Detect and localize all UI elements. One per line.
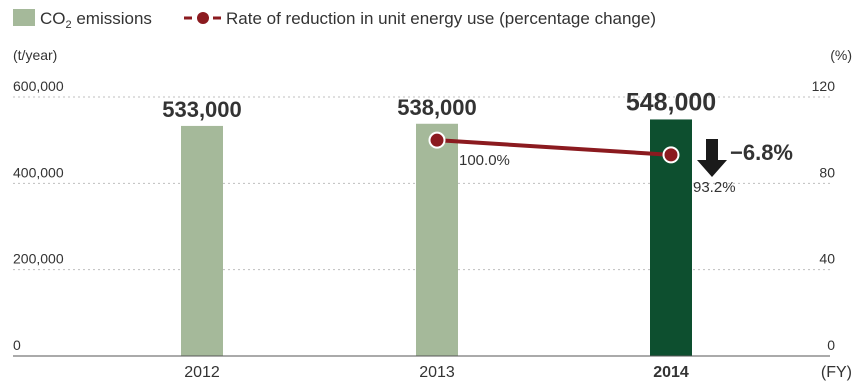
right-axis-unit: (%)	[830, 47, 852, 63]
line-point-label: 93.2%	[693, 179, 736, 196]
x-axis-ticks: 2012 2013 2014	[184, 364, 689, 381]
x-tick-label: 2013	[419, 364, 455, 381]
left-tick-label: 400,000	[13, 164, 64, 180]
left-axis-unit: (t/year)	[13, 47, 57, 63]
legend-bar-label: CO2 emissions	[40, 9, 152, 31]
right-tick-label: 80	[819, 164, 835, 180]
line-path	[436, 138, 672, 157]
left-tick-label: 600,000	[13, 78, 64, 94]
line-point	[662, 146, 680, 164]
left-tick-label: 0	[13, 337, 21, 353]
right-tick-label: 40	[819, 251, 835, 267]
left-tick-label: 200,000	[13, 251, 64, 267]
bar-value-label: 538,000	[397, 95, 477, 120]
gridlines: 0 200,000 400,000 600,000 0 40 80 120	[13, 78, 835, 353]
bar-2012	[181, 125, 223, 357]
legend-line-marker	[197, 12, 209, 24]
bar-series: 533,000 538,000 548,000	[162, 88, 716, 357]
x-axis-unit: (FY)	[821, 364, 852, 381]
right-tick-label: 0	[827, 337, 835, 353]
line-point-label: 100.0%	[459, 152, 510, 169]
bar-value-label: 533,000	[162, 97, 242, 122]
reduction-annotation: −6.8%	[697, 139, 793, 177]
bar-value-label: 548,000	[626, 88, 716, 116]
change-label: −6.8%	[730, 140, 793, 165]
legend: CO2 emissions Rate of reduction in unit …	[13, 9, 656, 31]
x-tick-label: 2014	[653, 364, 689, 381]
line-series: 100.0% 93.2%	[428, 131, 736, 196]
down-arrow-icon	[697, 139, 727, 177]
right-tick-label: 120	[812, 78, 836, 94]
legend-line-label: Rate of reduction in unit energy use (pe…	[226, 9, 656, 28]
x-tick-label: 2012	[184, 364, 220, 381]
line-point	[428, 131, 446, 149]
legend-bar-swatch	[13, 9, 35, 26]
bar-2013	[416, 123, 458, 356]
